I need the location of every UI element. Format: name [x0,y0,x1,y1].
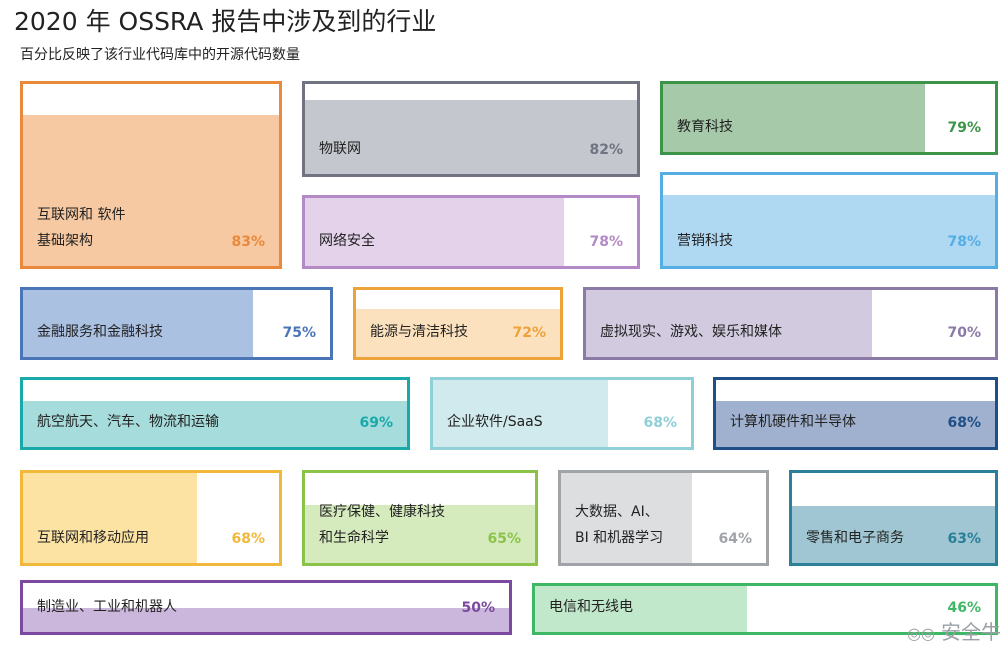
tile-vr-games: 虚拟现实、游戏、娱乐和媒体 70% [583,287,998,360]
tile-percentage: 82% [589,142,623,158]
tile-label-line: 计算机硬件和半导体 [730,414,856,430]
tile-label: 航空航天、汽车、物流和运输 [37,409,219,435]
tile-percentage: 68% [947,415,981,431]
tile-label: 医疗保健、健康科技 和生命科学 [319,499,445,551]
tile-label-line: 营销科技 [677,233,733,249]
value-fill [305,504,535,563]
tile-label-line: 虚拟现实、游戏、娱乐和媒体 [600,324,782,340]
tile-percentage: 83% [231,234,265,250]
tile-label: 金融服务和金融科技 [37,319,163,345]
page-subtitle: 百分比反映了该行业代码库中的开源代码数量 [20,47,300,63]
tile-percentage: 64% [718,531,752,547]
tile-label-line: 医疗保健、健康科技 [319,504,445,520]
tile-label-line: 航空航天、汽车、物流和运输 [37,414,219,430]
tile-mobile: 互联网和移动应用 68% [20,470,282,566]
tile-hardware: 计算机硬件和半导体 68% [713,377,998,450]
value-fill [23,607,509,632]
tile-label-line: 互联网和移动应用 [37,530,149,546]
value-fill [23,473,198,563]
tile-percentage: 68% [643,415,677,431]
tile-label-line: 物联网 [319,141,361,157]
tile-label: 物联网 [319,136,361,162]
tile-label-line: 企业软件/SaaS [447,414,543,430]
tile-marketing: 营销科技 78% [660,172,998,269]
tile-label-line: 和生命科学 [319,530,389,546]
tile-percentage: 75% [282,325,316,341]
tile-label-line: 金融服务和金融科技 [37,324,163,340]
tile-label-line: 能源与清洁科技 [370,324,468,340]
tile-bigdata: 大数据、AI、 BI 和机器学习 64% [558,470,769,566]
tile-label-line: 大数据、AI、 [575,504,659,520]
tile-label: 互联网和 软件 基础架构 [37,202,125,254]
tile-label-line: 制造业、工业和机器人 [37,599,177,615]
tile-label: 互联网和移动应用 [37,525,149,551]
tile-manufacturing: 制造业、工业和机器人 50% [20,580,512,635]
tile-percentage: 68% [231,531,265,547]
value-fill [792,506,995,563]
tile-label-line: 互联网和 软件 [37,207,126,223]
tile-percentage: 78% [589,234,623,250]
tile-percentage: 78% [947,234,981,250]
watermark: ◎◎ 安全牛 [907,616,1001,645]
value-fill [433,380,609,447]
tile-transport: 航空航天、汽车、物流和运输 69% [20,377,410,450]
value-fill [23,114,279,266]
tile-percentage: 50% [461,600,495,616]
tile-percentage: 69% [359,415,393,431]
value-fill [586,290,873,357]
tile-label: 电信和无线电 [549,594,633,620]
value-fill [535,586,747,632]
tile-cybersecurity: 网络安全 78% [302,195,640,269]
tile-iot: 物联网 82% [302,81,640,177]
value-fill [305,198,564,266]
value-fill [561,473,693,563]
watermark-text: 安全牛 [941,620,1001,644]
tile-label-line: 教育科技 [677,119,733,135]
value-fill [23,400,407,447]
tile-percentage: 79% [947,120,981,136]
tile-label-line: 零售和电子商务 [806,530,904,546]
page-title: 2020 年 OSSRA 报告中涉及到的行业 [14,7,437,36]
tile-finance: 金融服务和金融科技 75% [20,287,333,360]
tile-retail: 零售和电子商务 63% [789,470,998,566]
tile-label: 教育科技 [677,114,733,140]
value-fill [23,290,254,357]
tile-label-line: 电信和无线电 [549,599,633,615]
tile-label: 计算机硬件和半导体 [730,409,856,435]
tile-label-line: BI 和机器学习 [575,530,664,546]
tile-saas: 企业软件/SaaS 68% [430,377,694,450]
tile-percentage: 72% [512,325,546,341]
tile-healthcare: 医疗保健、健康科技 和生命科学 65% [302,470,538,566]
value-fill [356,308,560,357]
tile-label: 零售和电子商务 [806,525,904,551]
tile-label: 虚拟现实、游戏、娱乐和媒体 [600,319,782,345]
tile-percentage: 65% [487,531,521,547]
value-fill [663,84,926,152]
tile-label: 网络安全 [319,228,375,254]
tile-label-line: 网络安全 [319,233,375,249]
tile-label: 大数据、AI、 BI 和机器学习 [575,499,663,551]
value-fill [305,100,637,174]
tile-telecom: 电信和无线电 46% [532,583,998,635]
tile-label-line: 基础架构 [37,233,93,249]
tile-label: 营销科技 [677,228,733,254]
tile-label: 企业软件/SaaS [447,409,543,435]
tile-energy: 能源与清洁科技 72% [353,287,563,360]
tile-percentage: 63% [947,531,981,547]
tile-edtech: 教育科技 79% [660,81,998,155]
tile-percentage: 70% [947,325,981,341]
tile-internet-software: 互联网和 软件 基础架构 83% [20,81,282,269]
tile-label: 制造业、工业和机器人 [37,594,177,620]
value-fill [663,195,995,266]
tile-percentage: 46% [947,600,981,616]
wechat-icon: ◎◎ [907,624,935,643]
tile-label: 能源与清洁科技 [370,319,468,345]
value-fill [716,401,995,447]
